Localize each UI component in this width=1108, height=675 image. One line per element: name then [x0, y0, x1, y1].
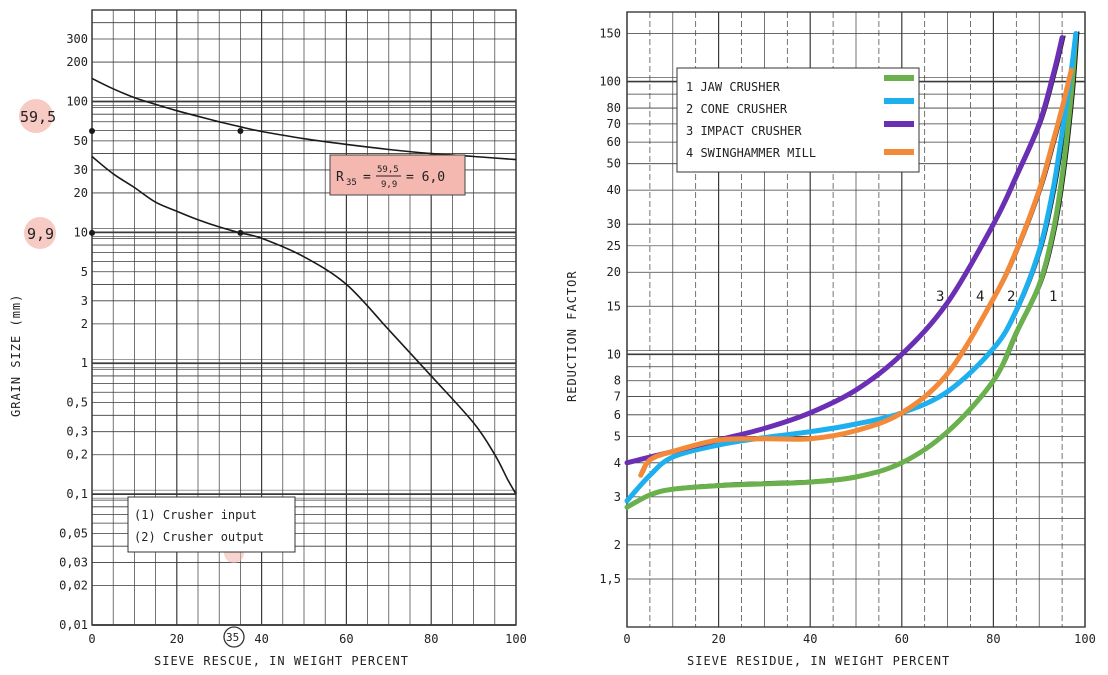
left-y-tick-label: 0,1 [66, 487, 88, 501]
left-y-tick-label: 5 [81, 265, 88, 279]
right-y-tick-label: 25 [607, 239, 621, 253]
right-y-tick-label: 20 [607, 265, 621, 279]
left-x-tick-label: 80 [424, 632, 438, 646]
left-y-tick-label: 10 [74, 225, 88, 239]
right-y-tick-label: 7 [614, 390, 621, 404]
right-chart-curves [624, 31, 1080, 510]
left-legend-item-1: (1) Crusher input [134, 508, 257, 522]
right-y-tick-label: 60 [607, 135, 621, 149]
right-x-tick-label: 20 [711, 632, 725, 646]
curve-label-3: 3 [936, 289, 944, 305]
left-y-tick-label: 2 [81, 317, 88, 331]
right-legend-item-2: 2 CONE CRUSHER [686, 102, 788, 116]
right-y-tick-label: 6 [614, 408, 621, 422]
formula-eq: = [363, 170, 371, 185]
right-plot-frame [626, 11, 1086, 628]
left-y-axis-label: GRAIN SIZE (mm) [9, 294, 23, 417]
right-y-tick-label: 150 [599, 27, 621, 41]
left-y-tick-label: 200 [66, 55, 88, 69]
right-series-line-jaw [624, 31, 1079, 510]
formula-box [329, 154, 466, 196]
left-y-tick-label: 0,01 [59, 618, 88, 632]
left-y-tick-label: 30 [74, 163, 88, 177]
left-y-tick-label: 0,2 [66, 448, 88, 462]
left-y-tick-label: 3 [81, 294, 88, 308]
left-y-tick-label: 50 [74, 134, 88, 148]
right-series-line-cone [624, 31, 1079, 504]
right-x-tick-label: 80 [986, 632, 1000, 646]
right-legend-item-1: 1 JAW CRUSHER [686, 80, 781, 94]
left-marker-dot [89, 127, 95, 134]
curve-label-1: 1 [1049, 289, 1057, 305]
right-legend-item-3: 3 IMPACT CRUSHER [686, 124, 802, 138]
right-series-line-swing [638, 67, 1074, 478]
left-x-axis-label: SIEVE RESCUE, IN WEIGHT PERCENT [154, 654, 409, 668]
right-y-tick-label: 5 [614, 429, 621, 443]
right-y-tick-label: 10 [607, 347, 621, 361]
right-y-tick-label: 3 [614, 490, 621, 504]
y-marker-circle-2 [24, 217, 56, 249]
formula-lhs: R [336, 170, 344, 185]
y-marker-label-1: 59,5 [20, 108, 56, 126]
tick-labels: 0 20 40 60 80 1000,010,020,030,050,10,20,30,5… [59, 27, 1096, 646]
formula-sub: 35 [346, 178, 357, 188]
right-x-tick-label: 40 [803, 632, 817, 646]
left-series-line-2 [91, 155, 517, 495]
left-y-tick-label: 20 [74, 186, 88, 200]
right-x-axis-label: SIEVE RESIDUE, IN WEIGHT PERCENT [687, 654, 950, 668]
y-marker-circle-1 [19, 99, 53, 133]
curve-label-4: 4 [976, 289, 984, 305]
left-y-tick-label: 100 [66, 94, 88, 108]
right-y-tick-label: 2 [614, 538, 621, 552]
y-marker-label-2: 9,9 [27, 225, 54, 243]
left-y-tick-label: 0,3 [66, 425, 88, 439]
left-y-tick-label: 0,05 [59, 527, 88, 541]
right-legend-box [676, 67, 920, 173]
right-legend-item-4: 4 SWINGHAMMER MILL [686, 146, 816, 160]
left-y-tick-label: 1 [81, 356, 88, 370]
left-marker-dot [237, 127, 244, 134]
left-marker-dot [89, 229, 95, 236]
right-x-tick-label: 60 [895, 632, 909, 646]
left-marker-dot [237, 229, 244, 236]
left-legend-box [127, 496, 296, 553]
left-y-tick-label: 0,5 [66, 396, 88, 410]
left-x-tick-label: 100 [505, 632, 527, 646]
left-y-tick-label: 300 [66, 32, 88, 46]
x-marker-circle [223, 626, 245, 648]
right-y-tick-label: 1,5 [599, 572, 621, 586]
left-y-tick-label: 0,03 [59, 556, 88, 570]
curve-label-2: 2 [1007, 289, 1015, 305]
formula-result: = 6,0 [406, 170, 445, 185]
left-x-tick-label: 20 [170, 632, 184, 646]
formula-num: 59,5 [377, 165, 399, 175]
left-series-line-1 [91, 77, 517, 161]
x-marker-label: 35 [226, 631, 239, 644]
right-y-tick-label: 15 [607, 299, 621, 313]
right-y-tick-label: 70 [607, 117, 621, 131]
left-chart-curves [89, 77, 517, 495]
right-y-tick-label: 30 [607, 217, 621, 231]
left-x-tick-label: 60 [339, 632, 353, 646]
left-y-tick-label: 0,02 [59, 579, 88, 593]
right-y-tick-label: 50 [607, 157, 621, 171]
right-y-tick-label: 100 [599, 75, 621, 89]
left-plot-frame [91, 9, 517, 626]
left-x-tick-label: 40 [254, 632, 268, 646]
right-x-tick-label: 0 [623, 632, 630, 646]
right-y-axis-label: REDUCTION FACTOR [565, 270, 579, 402]
right-y-tick-label: 40 [607, 183, 621, 197]
right-y-tick-label: 80 [607, 101, 621, 115]
right-x-tick-label: 100 [1074, 632, 1096, 646]
right-y-tick-label: 4 [614, 456, 621, 470]
right-y-tick-label: 8 [614, 374, 621, 388]
formula-den: 9,9 [381, 180, 397, 190]
left-x-tick-label: 0 [88, 632, 95, 646]
left-legend-item-2: (2) Crusher output [134, 530, 264, 544]
